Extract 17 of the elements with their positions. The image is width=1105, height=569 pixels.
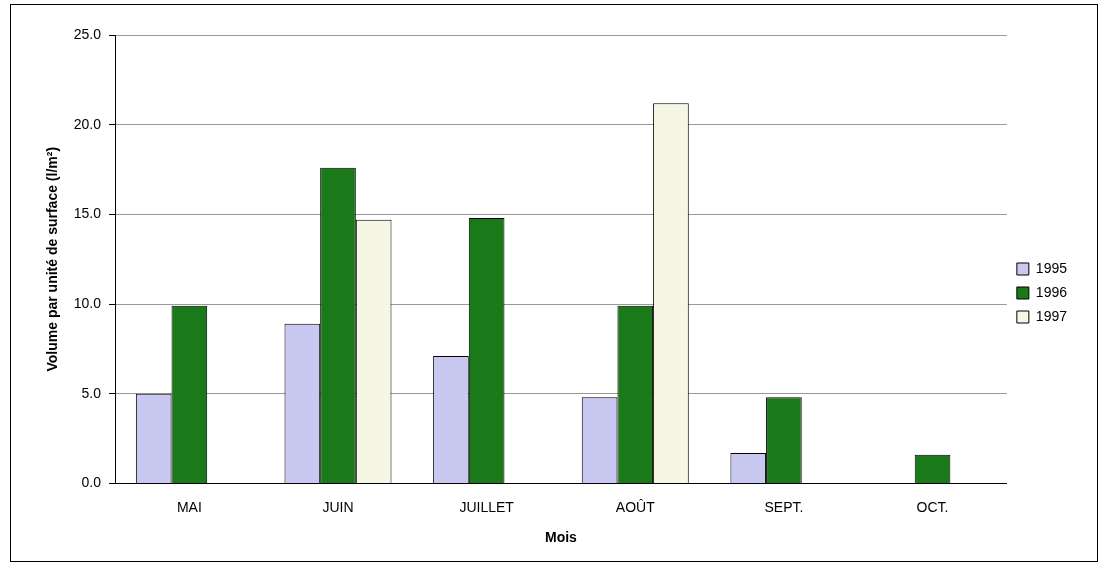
x-tick-label: SEPT. xyxy=(764,498,804,515)
x-tick-label: JUIN xyxy=(322,498,354,515)
y-tick-label: 20.0 xyxy=(73,115,102,132)
y-tick-label: 10.0 xyxy=(73,294,102,311)
legend-label: 1996 xyxy=(1035,283,1068,300)
x-tick-label: AOÛT xyxy=(615,498,656,515)
x-axis-title: Mois xyxy=(545,529,578,546)
legend-label: 1995 xyxy=(1035,259,1068,276)
y-tick-label: 0.0 xyxy=(81,474,102,491)
x-tick-label: MAI xyxy=(176,498,202,515)
y-tick-label: 25.0 xyxy=(73,25,102,42)
y-axis-title: Volume par unité de surface (l/m²) xyxy=(44,146,61,372)
x-tick-label: OCT. xyxy=(916,498,949,515)
y-tick-label: 5.0 xyxy=(81,384,102,401)
x-tick-label: JUILLET xyxy=(459,498,515,515)
y-tick-label: 15.0 xyxy=(73,205,102,222)
legend-label: 1997 xyxy=(1035,307,1068,324)
